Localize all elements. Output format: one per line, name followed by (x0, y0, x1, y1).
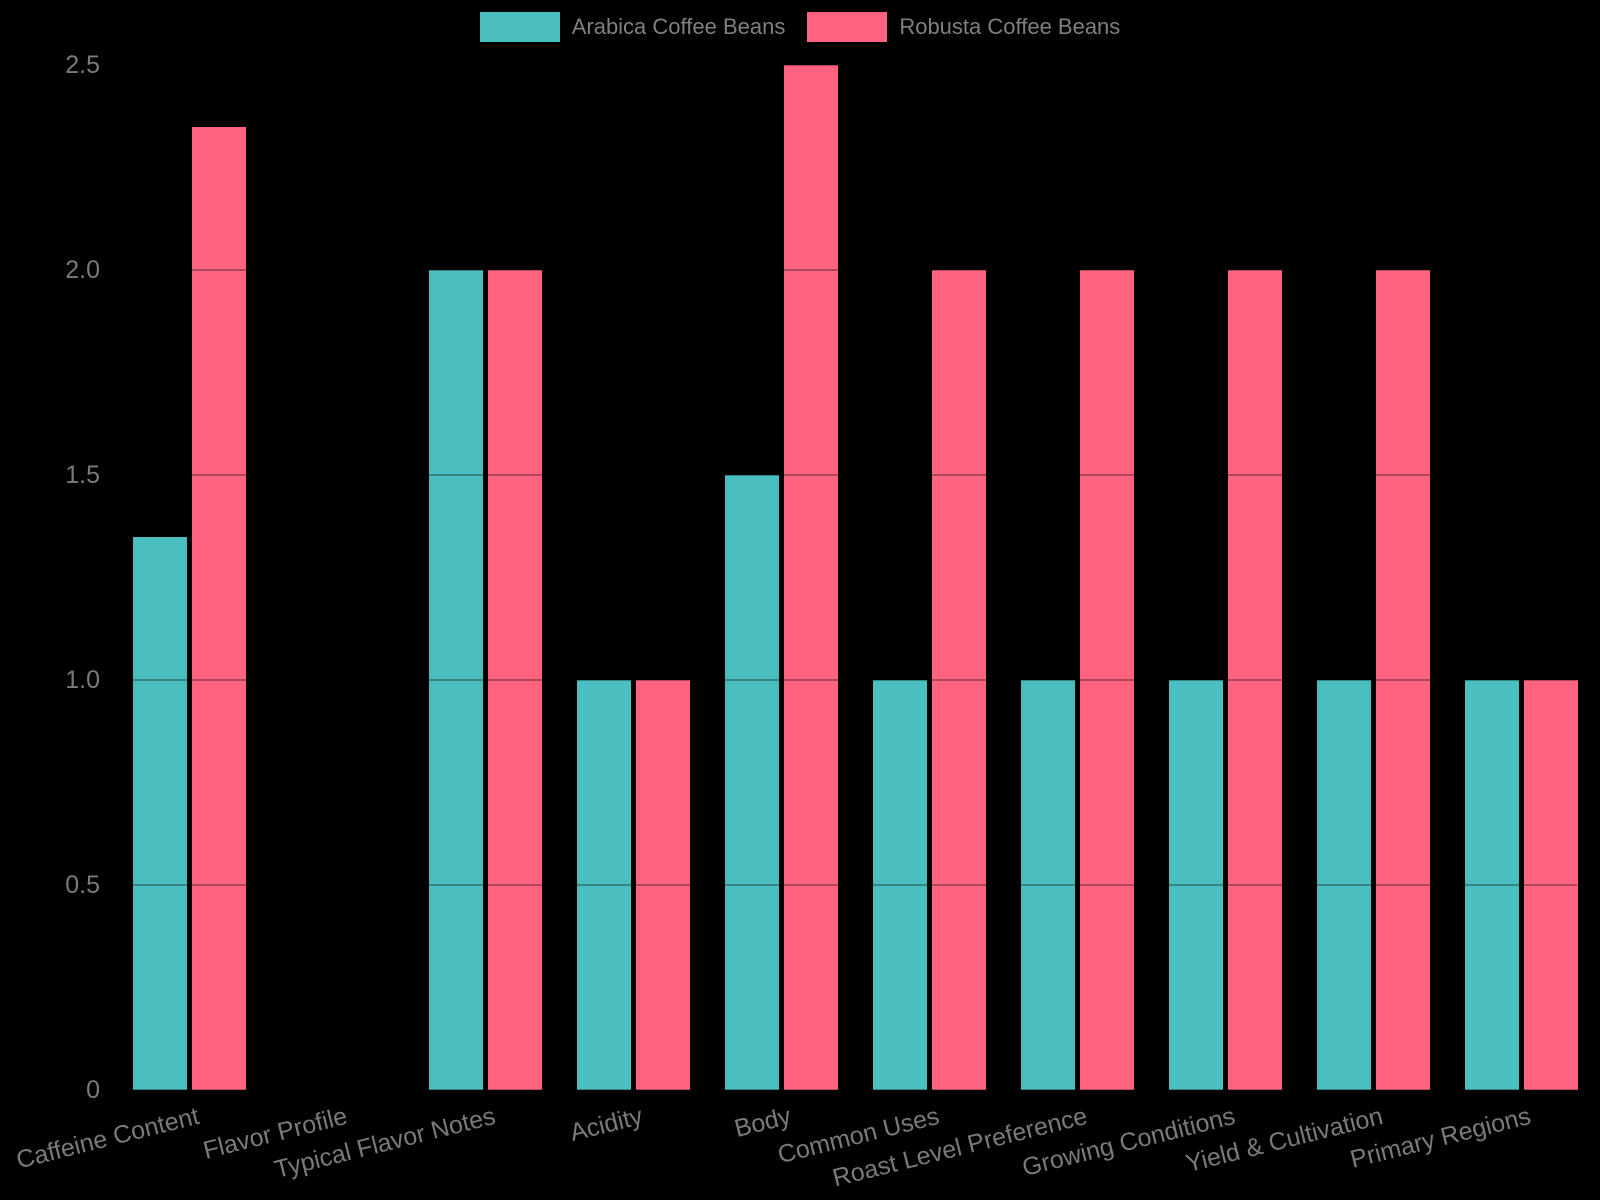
y-tick-label: 1.0 (65, 666, 100, 694)
bar-robusta (931, 270, 986, 1090)
y-tick-label: 1.5 (65, 461, 100, 489)
legend-label-arabica: Arabica Coffee Beans (571, 14, 786, 39)
bar-arabica (1464, 680, 1519, 1090)
bar-arabica (428, 270, 483, 1090)
grid-line (112, 884, 1577, 886)
x-category-label: Acidity (567, 1102, 646, 1147)
legend-item-arabica[interactable]: Arabica Coffee Beans (479, 12, 786, 42)
grid-line (112, 679, 1577, 681)
bar-robusta (1227, 270, 1282, 1090)
bar-arabica (576, 680, 631, 1090)
bar-robusta (1523, 680, 1578, 1090)
y-tick-label: 0 (86, 1076, 100, 1104)
bar-robusta (191, 126, 246, 1090)
bar-robusta (1375, 270, 1430, 1090)
y-tick-label: 0.5 (65, 871, 100, 899)
grid-line (112, 64, 1577, 66)
bar-arabica (724, 475, 779, 1090)
grid-line (112, 474, 1577, 476)
grid-line (112, 1089, 1577, 1091)
bar-arabica (132, 536, 187, 1090)
legend-label-robusta: Robusta Coffee Beans (899, 14, 1121, 39)
legend-item-robusta[interactable]: Robusta Coffee Beans (807, 12, 1120, 42)
robusta-swatch-icon (807, 12, 888, 42)
bar-robusta (635, 680, 690, 1090)
bar-arabica (1316, 680, 1371, 1090)
bar-arabica (1168, 680, 1223, 1090)
bar-robusta (1079, 270, 1134, 1090)
bar-arabica (872, 680, 927, 1090)
x-category-label: Body (731, 1102, 794, 1143)
y-tick-label: 2.5 (65, 51, 100, 79)
legend: Arabica Coffee Beans Robusta Coffee Bean… (0, 12, 1600, 42)
grid-line (112, 269, 1577, 271)
bar-robusta (783, 65, 838, 1090)
bar-robusta (487, 270, 542, 1090)
y-tick-label: 2.0 (65, 256, 100, 284)
arabica-swatch-icon (479, 12, 560, 42)
bar-arabica (1020, 680, 1075, 1090)
x-category-label: Caffeine Content (13, 1102, 202, 1175)
